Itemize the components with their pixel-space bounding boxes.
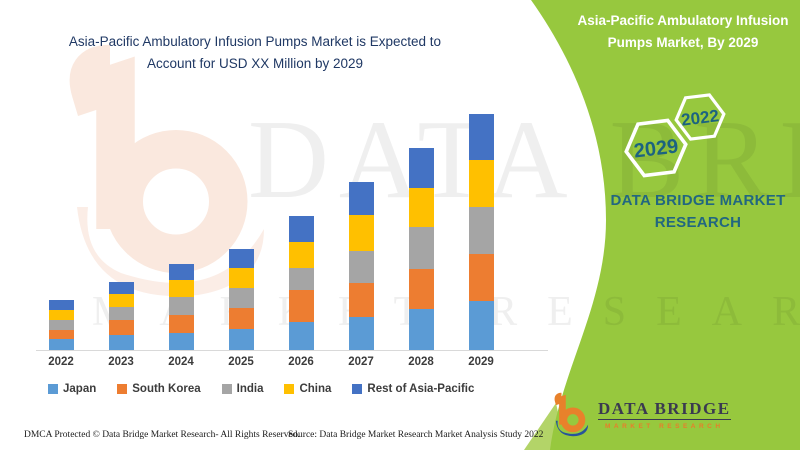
bar-segment-south-korea-2024 bbox=[168, 315, 194, 333]
bar-segment-india-2026 bbox=[288, 268, 314, 290]
bar-segment-south-korea-2029 bbox=[468, 254, 494, 301]
bar-segment-china-2027 bbox=[348, 215, 374, 251]
legend-label-south-korea: South Korea bbox=[132, 383, 201, 395]
bar-segment-japan-2027 bbox=[348, 317, 374, 350]
x-axis-label-2029: 2029 bbox=[468, 356, 494, 368]
bar-segment-japan-2025 bbox=[228, 329, 254, 350]
x-axis-label-2026: 2026 bbox=[288, 356, 314, 368]
bar-segment-india-2023 bbox=[108, 307, 134, 320]
databridge-logo-icon bbox=[554, 392, 589, 437]
bar-segment-india-2027 bbox=[348, 251, 374, 283]
x-axis-line bbox=[36, 350, 548, 351]
x-axis-label-2028: 2028 bbox=[408, 356, 434, 368]
bar-segment-india-2024 bbox=[168, 297, 194, 315]
bar-segment-japan-2022 bbox=[48, 339, 74, 350]
bar-2026 bbox=[288, 216, 314, 350]
legend-item-rest-of-asia-pacific: Rest of Asia-Pacific bbox=[352, 383, 474, 395]
chart-legend: Japan South Korea India China Rest of Asia-P… bbox=[48, 383, 474, 395]
legend-label-rest-of-asia-pacific: Rest of Asia-Pacific bbox=[367, 383, 475, 395]
brand-text: DATA BRIDGE MARKET RESEARCH bbox=[592, 190, 800, 234]
bar-segment-china-2029 bbox=[468, 160, 494, 207]
page-title-line2: Account for USD XX Million by 2029 bbox=[146, 56, 364, 72]
bar-segment-south-korea-2025 bbox=[228, 308, 254, 329]
bar-2027 bbox=[348, 182, 374, 350]
legend-label-china: China bbox=[299, 383, 332, 395]
logo-name: DATA BRIDGE bbox=[598, 399, 731, 420]
bar-segment-rest-of-asia-pacific-2022 bbox=[48, 300, 74, 310]
legend-swatch-rest-of-asia-pacific bbox=[352, 384, 363, 394]
x-axis-label-2022: 2022 bbox=[48, 356, 74, 368]
hexagon-2022 bbox=[674, 93, 726, 141]
bar-segment-rest-of-asia-pacific-2027 bbox=[348, 182, 374, 215]
brand-text-line2: RESEARCH bbox=[654, 213, 742, 231]
bar-segment-china-2024 bbox=[168, 280, 194, 297]
bar-2025 bbox=[228, 249, 254, 350]
bar-segment-china-2028 bbox=[408, 188, 434, 227]
bar-2022 bbox=[48, 300, 74, 350]
bar-segment-rest-of-asia-pacific-2025 bbox=[228, 249, 254, 268]
bar-segment-rest-of-asia-pacific-2029 bbox=[468, 114, 494, 160]
bar-2028 bbox=[408, 148, 434, 350]
legend-label-japan: Japan bbox=[63, 383, 97, 395]
legend-swatch-japan bbox=[48, 384, 58, 394]
bar-segment-china-2023 bbox=[108, 294, 134, 307]
bar-segment-india-2029 bbox=[468, 207, 494, 254]
logo-text: DATA BRIDGE MARKET RESEARCH bbox=[598, 400, 731, 430]
bar-segment-india-2028 bbox=[408, 227, 434, 269]
bar-segment-japan-2028 bbox=[408, 309, 434, 350]
panel-title-line2: Pumps Market, By 2029 bbox=[607, 34, 759, 50]
hexagon-2022-label: 2022 bbox=[680, 106, 720, 129]
x-axis-label-2025: 2025 bbox=[228, 356, 254, 368]
bar-segment-rest-of-asia-pacific-2028 bbox=[408, 148, 434, 188]
bar-segment-south-korea-2026 bbox=[288, 290, 314, 322]
bar-segment-south-korea-2028 bbox=[408, 269, 434, 309]
legend-swatch-south-korea bbox=[117, 384, 128, 394]
bar-segment-rest-of-asia-pacific-2026 bbox=[288, 216, 314, 242]
legend-swatch-china bbox=[284, 384, 295, 394]
legend-swatch-india bbox=[221, 384, 232, 394]
legend-item-japan: Japan bbox=[48, 383, 96, 395]
bar-2024 bbox=[168, 264, 194, 350]
x-axis-label-2024: 2024 bbox=[168, 356, 194, 368]
brand-text-line1: DATA BRIDGE MARKET bbox=[610, 192, 786, 209]
footer-dmca-text: DMCA Protected © Data Bridge Market Rese… bbox=[24, 430, 300, 440]
page-title-line1: Asia-Pacific Ambulatory Infusion Pumps M… bbox=[68, 34, 442, 49]
bar-segment-japan-2029 bbox=[468, 301, 494, 350]
databridge-logo: DATA BRIDGE MARKET RESEARCH bbox=[552, 392, 731, 442]
legend-item-india: India bbox=[221, 383, 264, 395]
panel-title-line1: Asia-Pacific Ambulatory Infusion bbox=[577, 13, 789, 28]
bar-segment-china-2022 bbox=[48, 310, 74, 320]
year-hexagons: 2029 2022 bbox=[624, 93, 726, 178]
bar-segment-rest-of-asia-pacific-2023 bbox=[108, 282, 134, 294]
bar-segment-india-2022 bbox=[48, 320, 74, 330]
panel-title: Asia-Pacific Ambulatory Infusion Pumps M… bbox=[572, 10, 794, 53]
bar-segment-japan-2024 bbox=[168, 333, 194, 350]
x-axis-label-2027: 2027 bbox=[348, 356, 374, 368]
bar-segment-rest-of-asia-pacific-2024 bbox=[168, 264, 194, 280]
bar-segment-south-korea-2023 bbox=[108, 320, 134, 335]
chart-plot-area bbox=[40, 100, 522, 350]
footer-source-text: Source: Data Bridge Market Research Mark… bbox=[288, 430, 544, 440]
hexagon-2029-label: 2029 bbox=[633, 135, 680, 162]
bar-2029 bbox=[468, 114, 494, 350]
bar-segment-japan-2026 bbox=[288, 322, 314, 350]
page-title: Asia-Pacific Ambulatory Infusion Pumps M… bbox=[30, 31, 480, 76]
bar-segment-china-2026 bbox=[288, 242, 314, 268]
bar-2023 bbox=[108, 282, 134, 350]
legend-item-south-korea: South Korea bbox=[117, 383, 201, 395]
bar-segment-japan-2023 bbox=[108, 335, 134, 350]
bar-segment-south-korea-2022 bbox=[48, 330, 74, 339]
logo-subtitle: MARKET RESEARCH bbox=[604, 423, 724, 430]
bar-segment-china-2025 bbox=[228, 268, 254, 288]
green-curve bbox=[531, 0, 800, 450]
x-axis-label-2023: 2023 bbox=[108, 356, 134, 368]
legend-label-india: India bbox=[236, 383, 264, 395]
bar-segment-south-korea-2027 bbox=[348, 283, 374, 317]
bar-segment-india-2025 bbox=[228, 288, 254, 308]
legend-item-china: China bbox=[284, 383, 331, 395]
x-axis-labels: 2022 2023 2024 2025 2026 2027 2028 2029 bbox=[40, 356, 540, 372]
hexagon-2029 bbox=[624, 118, 688, 178]
